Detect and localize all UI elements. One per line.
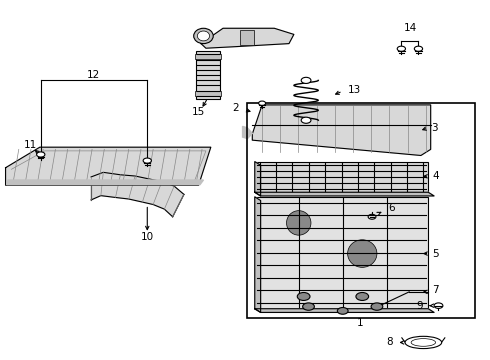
Polygon shape — [6, 180, 203, 185]
Ellipse shape — [405, 336, 441, 348]
Text: 4: 4 — [432, 171, 439, 181]
Text: 9: 9 — [416, 301, 423, 311]
Text: 3: 3 — [432, 123, 438, 133]
Polygon shape — [255, 192, 434, 196]
Text: 10: 10 — [141, 232, 154, 242]
Bar — [255, 162, 428, 192]
Polygon shape — [252, 105, 431, 156]
Text: 2: 2 — [233, 103, 239, 113]
Circle shape — [301, 117, 311, 123]
Polygon shape — [255, 197, 261, 312]
Circle shape — [371, 303, 383, 310]
Circle shape — [297, 292, 310, 301]
Circle shape — [301, 77, 311, 84]
Bar — [196, 51, 220, 99]
Bar — [247, 103, 475, 318]
Text: 14: 14 — [404, 23, 417, 33]
Polygon shape — [255, 162, 261, 196]
Polygon shape — [5, 147, 211, 185]
Text: 1: 1 — [357, 318, 363, 328]
Circle shape — [337, 307, 348, 314]
Ellipse shape — [287, 211, 311, 235]
Circle shape — [434, 303, 443, 309]
Circle shape — [259, 101, 266, 105]
Circle shape — [397, 46, 406, 51]
Text: 8: 8 — [387, 337, 393, 347]
Circle shape — [303, 303, 315, 310]
Text: 15: 15 — [192, 107, 205, 117]
Polygon shape — [91, 172, 184, 217]
Polygon shape — [201, 28, 294, 48]
Text: 11: 11 — [24, 140, 37, 150]
Ellipse shape — [194, 28, 213, 44]
Bar — [195, 54, 221, 59]
Circle shape — [37, 152, 45, 157]
Text: 12: 12 — [87, 70, 100, 80]
Bar — [195, 91, 221, 96]
Circle shape — [415, 46, 422, 51]
Ellipse shape — [347, 240, 377, 267]
Circle shape — [143, 158, 151, 163]
Bar — [240, 30, 254, 45]
Circle shape — [356, 292, 368, 301]
Text: 7: 7 — [432, 285, 438, 295]
Polygon shape — [243, 126, 252, 139]
Ellipse shape — [197, 31, 210, 41]
Text: 13: 13 — [347, 85, 361, 95]
Text: 5: 5 — [432, 248, 439, 258]
Polygon shape — [255, 309, 434, 312]
Text: 6: 6 — [388, 203, 395, 213]
Bar — [255, 197, 428, 309]
